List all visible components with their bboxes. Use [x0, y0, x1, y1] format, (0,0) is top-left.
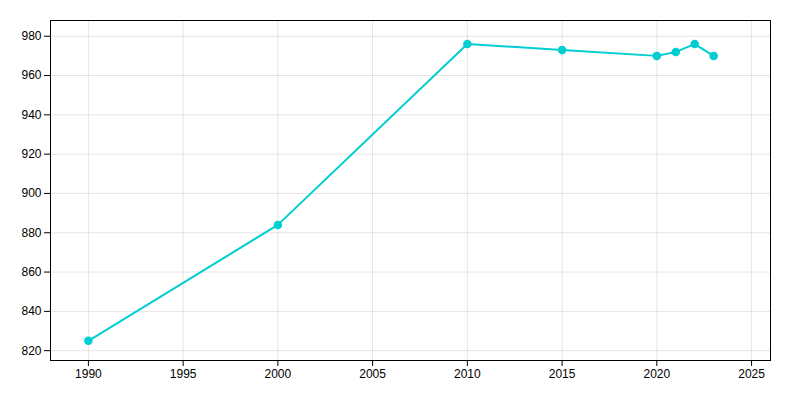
svg-text:1990: 1990 — [75, 367, 102, 381]
svg-text:2010: 2010 — [454, 367, 481, 381]
svg-text:2000: 2000 — [265, 367, 292, 381]
svg-text:2020: 2020 — [643, 367, 670, 381]
svg-text:2015: 2015 — [549, 367, 576, 381]
svg-text:1995: 1995 — [170, 367, 197, 381]
svg-text:880: 880 — [21, 226, 41, 240]
svg-text:900: 900 — [21, 186, 41, 200]
svg-text:2005: 2005 — [359, 367, 386, 381]
svg-text:980: 980 — [21, 29, 41, 43]
svg-text:820: 820 — [21, 344, 41, 358]
svg-text:860: 860 — [21, 265, 41, 279]
svg-text:840: 840 — [21, 304, 41, 318]
svg-text:2025: 2025 — [738, 367, 765, 381]
svg-text:920: 920 — [21, 147, 41, 161]
svg-text:940: 940 — [21, 108, 41, 122]
svg-text:960: 960 — [21, 68, 41, 82]
